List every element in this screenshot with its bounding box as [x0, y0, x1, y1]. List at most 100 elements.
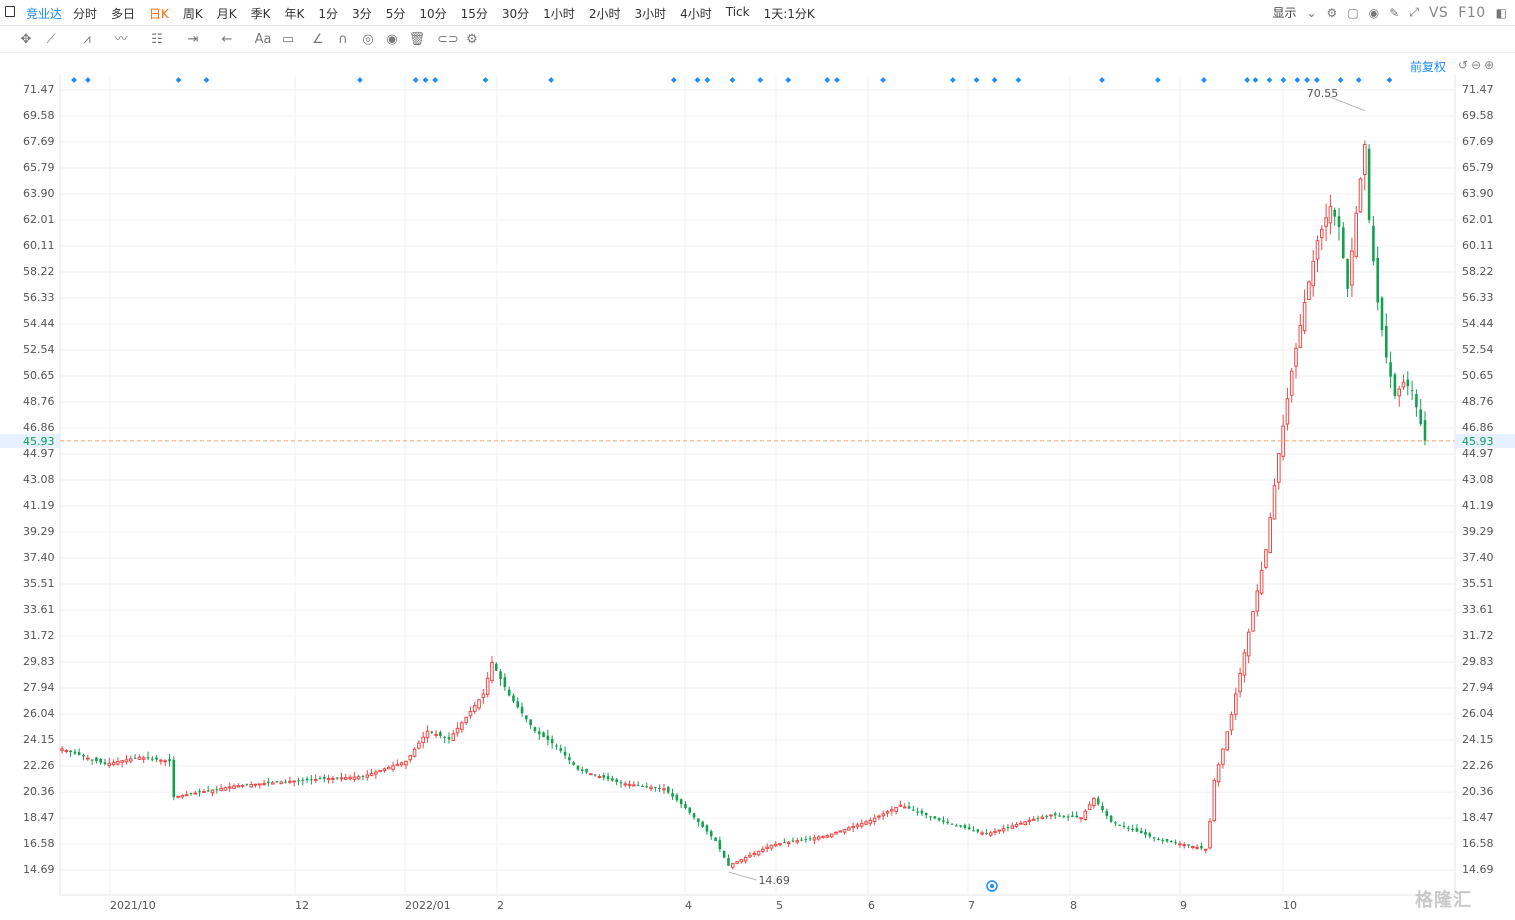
zoom-out-icon[interactable]: ⊖ [1471, 58, 1482, 72]
candle-body-up [1302, 302, 1307, 332]
x-tick-label: 2021/10 [110, 899, 156, 912]
candle-body-down [924, 812, 928, 816]
fib-tool-icon[interactable]: ☷ [151, 32, 163, 47]
polyline-tool-icon[interactable]: ⩘ [83, 32, 91, 47]
candle-body-down [615, 779, 618, 782]
period-tab[interactable]: 分时 [73, 7, 98, 21]
candle-body-down [1342, 227, 1345, 258]
period-tab[interactable]: 年K [284, 7, 305, 21]
candle-body-down [525, 715, 528, 720]
candle-body-up [288, 780, 292, 783]
period-tab[interactable]: 1分 [318, 7, 339, 21]
layout-icon[interactable] [5, 6, 15, 17]
candle-body-down [1101, 805, 1104, 811]
candle-body-up [1397, 388, 1401, 397]
y-tick-label: 54.44 [23, 316, 55, 330]
period-tabs: 分时 多日 日K 周K 月K 季K 年K 1分 3分 5分 10分 15分 30分 1小时 2小时 3小时 4小… [73, 5, 829, 22]
settings-icon[interactable]: ⚙ [1326, 5, 1338, 20]
candle-body-down [335, 777, 339, 779]
candle-body-down [503, 677, 507, 688]
line-tool-icon[interactable]: ⟋ [46, 32, 56, 47]
candle-body-up [184, 794, 189, 797]
y-tick-label: 39.29 [23, 525, 55, 539]
y-tick-label: 69.58 [1462, 108, 1494, 122]
candle-body-down [929, 816, 932, 818]
y-tick-label: 24.15 [23, 733, 55, 747]
period-tab[interactable]: 1天:1分K [763, 7, 815, 21]
wave-tool-icon[interactable]: 〰 [114, 32, 128, 47]
period-tab[interactable]: 3分 [352, 7, 372, 21]
event-marker [949, 77, 956, 83]
candle-body-up [1216, 764, 1221, 783]
candle-body-up [202, 791, 206, 794]
fullscreen-icon[interactable]: ⤢ [1409, 5, 1419, 19]
pen-icon[interactable]: ✎ [1389, 5, 1400, 20]
angle-tool-icon[interactable]: ∠ [312, 32, 324, 47]
stock-symbol[interactable]: 竞业达 [26, 7, 63, 21]
measure-tool-icon[interactable]: ⇥ [187, 32, 199, 47]
period-tab[interactable]: 季K [250, 7, 271, 21]
candle-body-down [912, 809, 915, 811]
period-tab[interactable]: 15分 [460, 7, 488, 21]
comment-tool-icon[interactable]: ▭ [281, 32, 295, 47]
candle-body-down [1075, 815, 1079, 818]
period-tab[interactable]: 4小时 [680, 7, 712, 21]
candle-body-up [111, 761, 116, 765]
candle-body-up [877, 815, 881, 818]
camera-icon[interactable]: ◉ [1368, 5, 1380, 20]
candle-body-up [997, 829, 1002, 832]
period-tab[interactable]: 30分 [501, 7, 530, 21]
y-tick-label: 33.61 [23, 603, 55, 617]
arrow-tool-icon[interactable]: ← [221, 32, 233, 47]
candle-body-up [894, 806, 898, 812]
display-button[interactable]: 显示 [1272, 6, 1297, 20]
period-tab[interactable]: 1小时 [543, 7, 575, 21]
candle-body-up [1083, 810, 1088, 820]
candle-body-up [262, 783, 266, 786]
candle-body-down [722, 850, 726, 858]
period-tab[interactable]: 5分 [385, 7, 406, 21]
panel-toggle-icon[interactable]: ◧ [1495, 5, 1507, 20]
candle-body-down [1058, 815, 1061, 817]
chevron-down-icon[interactable]: ⌄ [1306, 5, 1317, 20]
trash-icon[interactable]: 🗑 [408, 32, 426, 47]
candle-body-up [352, 776, 357, 780]
candle-body-up [1324, 217, 1328, 227]
move-icon[interactable]: ✥ [20, 32, 32, 47]
low-leader-line [728, 871, 757, 881]
period-tab[interactable]: 多日 [111, 7, 136, 21]
zoom-in-icon[interactable]: ⊕ [1484, 58, 1495, 72]
candle-body-down [516, 701, 520, 708]
period-tab[interactable]: 周K [182, 7, 203, 21]
candle-body-up [417, 742, 421, 749]
event-marker [785, 77, 792, 83]
adjust-mode-button[interactable]: 前复权 [1410, 60, 1447, 74]
event-marker [834, 77, 840, 83]
lock-icon[interactable]: ◉ [386, 32, 398, 47]
period-tab[interactable]: 3小时 [634, 7, 667, 21]
candle-body-up [1311, 260, 1315, 287]
eye-icon[interactable]: ◎ [362, 32, 374, 47]
reset-icon[interactable]: ↺ [1458, 58, 1469, 72]
link-icon[interactable]: ⊂⊃ [437, 32, 459, 47]
vs-button[interactable]: VS [1428, 4, 1449, 21]
candle-body-up [1014, 824, 1019, 827]
candle-body-up [464, 716, 468, 724]
candle-body-up [116, 761, 120, 765]
period-tab[interactable]: 10分 [419, 7, 447, 21]
period-tab[interactable]: 2小时 [588, 7, 621, 21]
f10-button[interactable]: F10 [1458, 4, 1486, 21]
period-tab[interactable]: 月K [216, 7, 237, 21]
candle-body-down [937, 818, 941, 821]
candle-body-down [267, 781, 270, 784]
window-icon[interactable]: ▢ [1347, 5, 1359, 20]
candle-body-down [439, 732, 442, 737]
period-tab[interactable]: Tick [725, 5, 750, 19]
event-marker [704, 77, 711, 83]
period-tab[interactable]: 日K [149, 7, 169, 21]
magnet-icon[interactable]: ∩ [338, 32, 348, 47]
gear-icon[interactable]: ⚙ [466, 32, 478, 47]
text-tool-icon[interactable]: Aa [254, 32, 272, 47]
event-marker [482, 77, 489, 83]
